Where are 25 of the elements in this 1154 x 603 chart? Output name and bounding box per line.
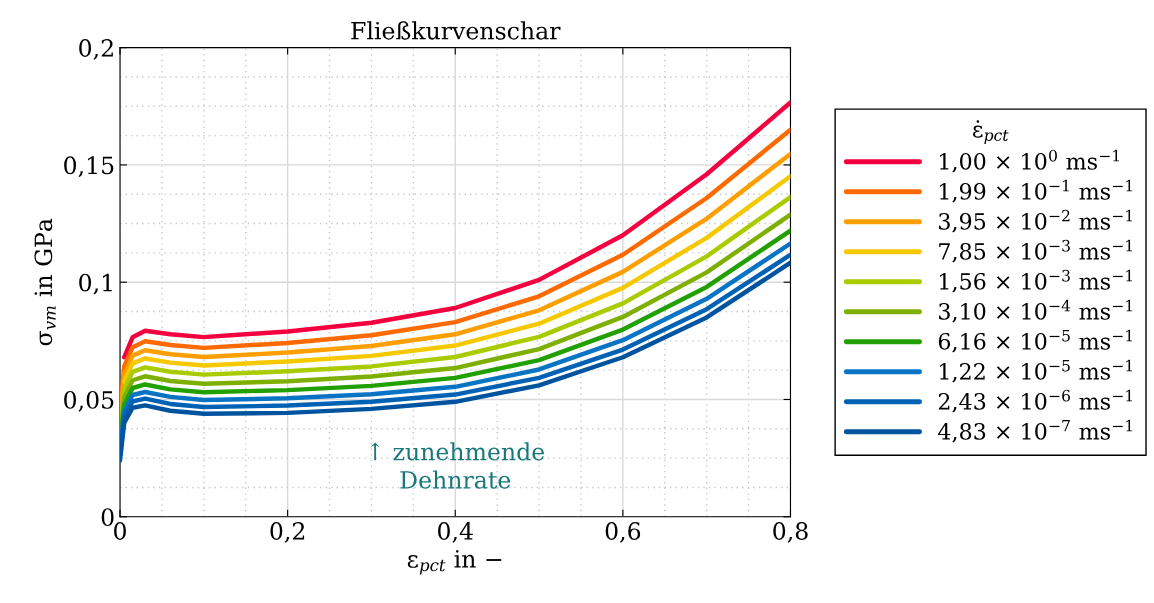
legend-label: 1,00 × 10$^{0}$ ms$^{−1}$ bbox=[940, 149, 1119, 173]
legend-title: ε̇$_{pct}$ bbox=[973, 120, 1009, 144]
legend-label: 6,16 × 10$^{−5}$ ms$^{−1}$ bbox=[938, 329, 1133, 353]
x-tick-label: 0,2 bbox=[270, 522, 305, 543]
y-tick-label: 0,2 bbox=[79, 39, 113, 60]
chart-title: Fließkurvenschar bbox=[351, 21, 561, 40]
y-tick-label: 0,15 bbox=[64, 156, 114, 178]
y-axis-title: σ$_{vm}$ in GPa bbox=[34, 218, 56, 346]
y-tick-label: 0 bbox=[101, 508, 114, 527]
y-tick-label: 0,1 bbox=[79, 273, 112, 295]
x-tick-label: 0,8 bbox=[773, 522, 808, 543]
x-tick-label: 0 bbox=[114, 522, 126, 540]
legend-label: 1,56 × 10$^{−3}$ ms$^{−1}$ bbox=[940, 269, 1133, 293]
legend-label: 1,99 × 10$^{−1}$ ms$^{−1}$ bbox=[940, 179, 1133, 203]
x-axis-title: ε$_{pct}$ in − bbox=[407, 550, 502, 575]
annotation: ↑ zunehmende Dehnrate bbox=[370, 442, 545, 489]
legend-label: 2,43 × 10$^{−6}$ ms$^{−1}$ bbox=[938, 389, 1133, 413]
legend-label: 4,83 × 10$^{−7}$ ms$^{−1}$ bbox=[938, 419, 1133, 443]
x-tick-label: 0,6 bbox=[605, 522, 641, 543]
legend-label: 3,10 × 10$^{−4}$ ms$^{−1}$ bbox=[939, 299, 1133, 323]
y-tick-label: 0,05 bbox=[64, 390, 114, 412]
legend-label: 3,95 × 10$^{−2}$ ms$^{−1}$ bbox=[939, 209, 1133, 233]
legend-label: 7,85 × 10$^{−3}$ ms$^{−1}$ bbox=[939, 239, 1133, 263]
x-tick-label: 0,4 bbox=[438, 522, 473, 543]
legend-label: 1,22 × 10$^{−5}$ ms$^{−1}$ bbox=[940, 359, 1133, 383]
